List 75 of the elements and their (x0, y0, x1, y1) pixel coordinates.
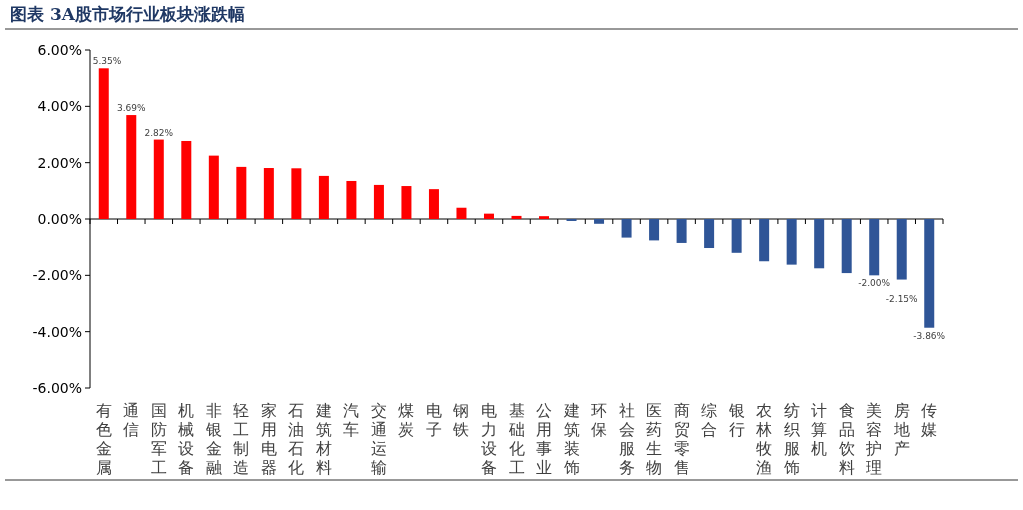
bar (731, 219, 742, 253)
bar (263, 168, 274, 219)
bar (98, 68, 109, 219)
bar (924, 219, 935, 328)
x-tick-label: 美容护理 (865, 401, 883, 477)
x-tick-label: 机械设备 (178, 401, 195, 477)
x-tick-label: 电子 (425, 401, 442, 439)
bar (236, 166, 247, 219)
bar (759, 219, 770, 262)
bar (649, 219, 660, 241)
x-tick-label: 社会服务 (618, 401, 635, 477)
x-tick-label: 银行 (727, 401, 745, 439)
x-tick-label: 计算机 (811, 401, 828, 458)
data-label: 2.82% (144, 127, 174, 138)
x-tick-label: 建筑材料 (314, 401, 332, 477)
bar (704, 219, 715, 249)
x-tick-label: 非银金融 (204, 401, 222, 477)
y-tick-label: 0.00% (37, 211, 82, 227)
y-tick-label: 2.00% (37, 154, 82, 171)
x-tick-label: 交通运输 (370, 401, 387, 477)
x-tick-label: 轻工制造 (233, 401, 250, 477)
y-tick-label: 6.00% (37, 42, 82, 58)
x-tick-label: 传媒 (921, 401, 938, 439)
bar (373, 184, 384, 219)
bar (869, 219, 880, 276)
x-tick-label: 石油石化 (288, 401, 305, 477)
bar (318, 175, 329, 219)
bar (456, 207, 467, 219)
data-label: -2.00% (858, 278, 891, 289)
y-tick-label: 4.00% (37, 98, 82, 115)
x-tick-label: 纺织服饰 (782, 401, 800, 477)
x-tick-label: 房地产 (892, 401, 910, 458)
data-label: -3.86% (913, 330, 946, 341)
bar (401, 186, 412, 219)
x-tick-label: 通信 (123, 401, 140, 439)
chart-title: 图表 3A股市场行业板块涨跌幅 (10, 4, 245, 24)
bar (539, 216, 550, 219)
x-tick-label: 电力设备 (480, 401, 497, 477)
bar (208, 155, 219, 219)
data-label: 5.35% (92, 56, 122, 67)
x-tick-label: 建筑装饰 (562, 401, 580, 477)
data-label: -2.15% (885, 293, 919, 304)
x-tick-label: 食品饮料 (837, 401, 855, 477)
bar (786, 219, 797, 265)
bar (511, 215, 522, 219)
bar (676, 219, 687, 243)
data-label: 3.69% (116, 103, 147, 114)
x-tick-label: 综合 (701, 401, 718, 439)
y-tick-label: -6.00% (32, 380, 82, 396)
x-tick-label: 钢铁 (452, 401, 470, 439)
bar (814, 219, 825, 269)
y-tick-label: -4.00% (32, 323, 82, 340)
bar (428, 189, 439, 219)
bar (346, 180, 357, 219)
bar (896, 219, 907, 280)
x-tick-label: 国防军工 (150, 401, 167, 477)
bar (126, 115, 137, 219)
x-tick-label: 公用事业 (536, 401, 553, 477)
y-tick-label: -2.00% (32, 267, 82, 284)
x-tick-label: 汽车 (343, 401, 360, 439)
bar (483, 213, 494, 219)
bar (153, 139, 164, 219)
bar (621, 219, 632, 238)
bar (181, 140, 192, 219)
x-tick-label: 环保 (591, 401, 608, 439)
x-tick-label: 商贸零售 (673, 401, 690, 477)
x-tick-label: 医药生物 (646, 401, 663, 477)
bar (291, 168, 302, 219)
x-tick-label: 基础化工 (507, 401, 525, 477)
x-tick-label: 煤炭 (398, 401, 415, 439)
x-tick-label: 农林牧渔 (755, 401, 773, 477)
bar (594, 219, 605, 224)
x-tick-label: 家用电器 (260, 401, 277, 477)
bar (841, 219, 852, 274)
x-tick-label: 有色金属 (95, 401, 112, 477)
